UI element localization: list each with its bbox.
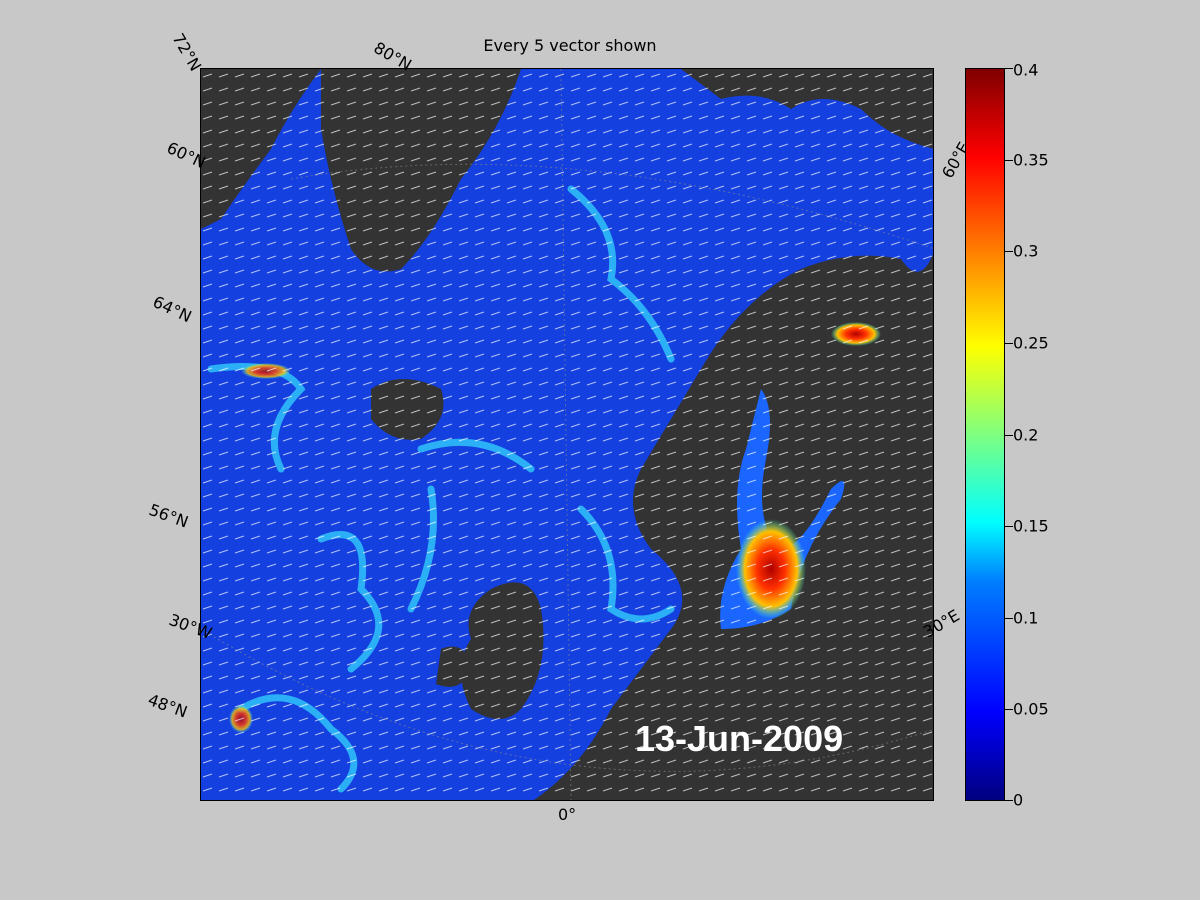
colorbar-label: 0 (1013, 790, 1024, 810)
colorbar-label: 0.25 (1013, 333, 1049, 353)
colorbar-label: 0.15 (1013, 516, 1049, 536)
colorbar-tick (1005, 160, 1013, 161)
colorbar-tick (1005, 68, 1013, 69)
plot-title: Every 5 vector shown (483, 36, 657, 55)
colorbar-tick (1005, 251, 1013, 252)
colorbar-label: 0.05 (1013, 699, 1049, 719)
colorbar-label: 0.35 (1013, 150, 1049, 170)
colorbar-tick (1005, 618, 1013, 619)
velocity-vectors (201, 69, 933, 800)
colorbar-tick (1005, 526, 1013, 527)
colorbar-tick (1005, 709, 1013, 710)
current-speed-map (200, 68, 934, 801)
colorbar-tick (1005, 343, 1013, 344)
colorbar-tick (1005, 435, 1013, 436)
colorbar-tick (1005, 800, 1013, 801)
colorbar-label: 0.1 (1013, 608, 1039, 628)
date-label: 13-Jun-2009 (635, 718, 844, 759)
lat-label-64n: 64°N (149, 292, 195, 327)
map-canvas (201, 69, 933, 800)
lat-label-48n: 48°N (145, 690, 190, 722)
colorbar-label: 0.3 (1013, 241, 1039, 261)
colorbar-label: 0.2 (1013, 425, 1039, 445)
lat-label-56n: 56°N (146, 500, 191, 532)
graticule (201, 69, 933, 800)
lat-label-72n: 72°N (168, 30, 206, 75)
colorbar (965, 68, 1005, 801)
lon-label-0: 0° (558, 805, 577, 824)
colorbar-label: 0.4 (1013, 60, 1039, 80)
